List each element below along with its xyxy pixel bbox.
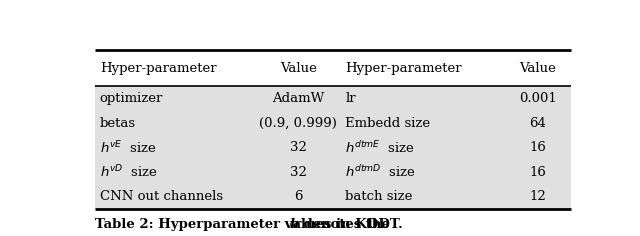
Text: 32: 32 [290,141,307,154]
Text: (0.9, 0.999): (0.9, 0.999) [259,117,337,130]
Text: 12: 12 [529,190,546,203]
Text: CNN out channels: CNN out channels [100,190,223,203]
Text: 0.001: 0.001 [518,92,556,105]
Text: $h^{vE}$  size: $h^{vE}$ size [100,139,157,156]
Text: 64: 64 [529,117,546,130]
Text: 32: 32 [290,166,307,179]
Text: $h^{vD}$  size: $h^{vD}$ size [100,164,158,181]
Text: Table 2: Hyperparameter values in KDDT.: Table 2: Hyperparameter values in KDDT. [95,218,407,231]
Text: 16: 16 [529,141,546,154]
Bar [95,86,571,209]
Text: 16: 16 [529,166,546,179]
Text: lr: lr [289,218,301,231]
Text: AdamW: AdamW [272,92,324,105]
Text: Hyper-parameter: Hyper-parameter [100,62,216,75]
Text: $h^{dtmD}$  size: $h^{dtmD}$ size [346,164,417,180]
Text: lr: lr [346,92,356,105]
Text: denotes the: denotes the [299,218,390,231]
Text: 6: 6 [294,190,303,203]
Text: Embedd size: Embedd size [346,117,431,130]
Text: Value: Value [519,62,556,75]
Text: batch size: batch size [346,190,413,203]
Text: Value: Value [280,62,317,75]
Text: Hyper-parameter: Hyper-parameter [346,62,462,75]
Text: $h^{dtmE}$  size: $h^{dtmE}$ size [346,140,415,156]
Text: optimizer: optimizer [100,92,163,105]
Text: betas: betas [100,117,136,130]
